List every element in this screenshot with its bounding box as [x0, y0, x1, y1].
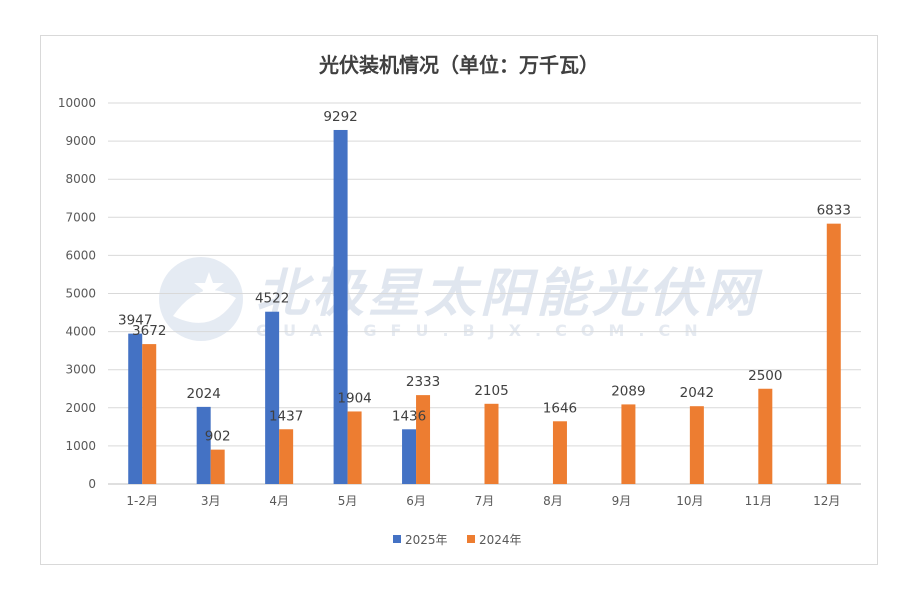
x-tick-label: 3月 [201, 494, 221, 508]
y-tick-label: 6000 [65, 248, 96, 262]
bar-2024 [210, 449, 225, 484]
x-tick-label: 12月 [813, 494, 840, 508]
bar-2024 [826, 223, 841, 484]
data-label-2025: 3947 [118, 313, 152, 329]
x-tick-label: 9月 [612, 494, 632, 508]
data-label-2025: 4522 [255, 291, 289, 307]
y-tick-label: 0 [88, 477, 96, 491]
x-tick-label: 4月 [269, 494, 289, 508]
y-tick-label: 5000 [65, 287, 96, 301]
y-tick-label: 3000 [65, 363, 96, 377]
chart-title: 光伏装机情况（单位：万千瓦） [318, 53, 599, 77]
legend-label-2024: 2024年 [479, 533, 522, 547]
bar-2024 [689, 406, 704, 484]
legend-item-2025: 2025年 [393, 533, 448, 547]
bar-2024 [621, 404, 636, 484]
y-axis-ticks: 0 1000 2000 3000 4000 5000 6000 7000 8000 9000 100… [58, 96, 96, 491]
bar-2024 [142, 344, 157, 484]
bar-2025 [333, 129, 348, 484]
x-tick-label: 6月 [406, 494, 426, 508]
x-tick-label: 7月 [475, 494, 495, 508]
bar-2025 [402, 429, 417, 484]
chart-frame: 北极星太阳能光伏网 GUANGFU.BJX.COM.CN 光伏装机情况（单位：万… [40, 35, 878, 565]
legend-label-2025: 2025年 [405, 533, 448, 547]
legend: 2025年 2024年 [393, 533, 522, 547]
legend-swatch-2025 [393, 535, 401, 543]
bar-2024 [484, 403, 499, 484]
x-tick-label: 8月 [543, 494, 563, 508]
data-label-2024: 6833 [817, 203, 851, 219]
data-label-2024: 1437 [269, 408, 303, 424]
bar-2024 [279, 429, 294, 484]
data-label-2024: 2042 [680, 385, 714, 401]
data-label-2024: 1646 [543, 400, 577, 416]
bar-chart: 北极星太阳能光伏网 GUANGFU.BJX.COM.CN 光伏装机情况（单位：万… [58, 53, 861, 547]
x-tick-label: 10月 [676, 494, 703, 508]
data-label-2024: 2333 [406, 374, 440, 390]
bar-2025 [265, 311, 280, 484]
data-label-2024: 2105 [474, 383, 508, 399]
y-tick-label: 10000 [58, 96, 96, 110]
y-tick-label: 4000 [65, 325, 96, 339]
bar-2024 [758, 388, 773, 484]
bars [128, 129, 841, 484]
y-tick-label: 7000 [65, 210, 96, 224]
data-label-2025: 9292 [323, 109, 357, 125]
x-axis-ticks: 1-2月 3月 4月 5月 6月 7月 8月 9月 10月 11月 12月 [126, 494, 840, 508]
y-tick-label: 8000 [65, 172, 96, 186]
data-label-2024: 2500 [748, 368, 782, 384]
data-label-2024: 2089 [611, 383, 645, 399]
bar-2025 [128, 333, 143, 484]
star-logo-icon [159, 257, 243, 341]
data-label-2025: 2024 [187, 386, 221, 402]
bar-2024 [416, 395, 431, 484]
y-tick-label: 1000 [65, 439, 96, 453]
legend-swatch-2024 [467, 535, 475, 543]
x-tick-label: 11月 [745, 494, 772, 508]
x-tick-label: 1-2月 [126, 494, 158, 508]
y-tick-label: 2000 [65, 401, 96, 415]
x-tick-label: 5月 [338, 494, 358, 508]
data-label-2024: 1904 [337, 390, 371, 406]
watermark-subtext: GUANGFU.BJX.COM.CN [256, 321, 712, 340]
bar-2024 [347, 411, 362, 484]
data-label-2024: 902 [205, 429, 231, 445]
bar-2025 [196, 406, 211, 484]
watermark: 北极星太阳能光伏网 GUANGFU.BJX.COM.CN [159, 257, 759, 341]
y-tick-label: 9000 [65, 134, 96, 148]
legend-item-2024: 2024年 [467, 533, 522, 547]
data-label-2025: 1436 [392, 408, 426, 424]
data-label-2024: 3672 [132, 323, 166, 339]
bar-2024 [552, 421, 567, 484]
